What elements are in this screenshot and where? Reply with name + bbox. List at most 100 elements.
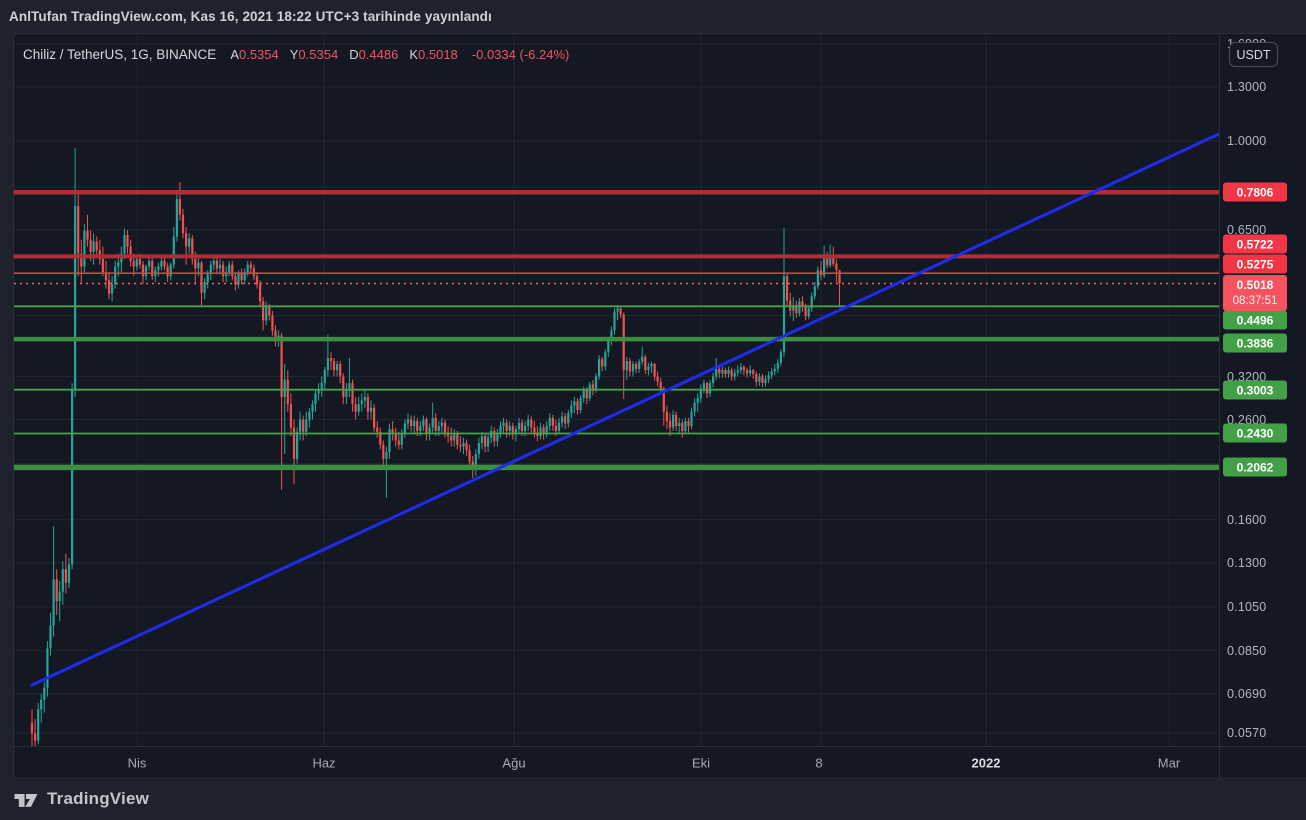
candle bbox=[101, 246, 104, 277]
candle bbox=[477, 437, 480, 459]
candle bbox=[265, 301, 268, 326]
candle bbox=[123, 228, 126, 259]
candle bbox=[681, 419, 684, 438]
candle bbox=[299, 411, 302, 441]
candle bbox=[530, 416, 533, 433]
legend-ohlc-item: A0.5354 bbox=[230, 47, 279, 62]
candle bbox=[243, 268, 246, 285]
candle bbox=[252, 264, 255, 281]
time-axis-label: Ağu bbox=[502, 755, 526, 770]
candle bbox=[588, 381, 591, 402]
candle bbox=[83, 223, 86, 273]
price-tick: 0.1050 bbox=[1227, 599, 1267, 614]
candle bbox=[786, 273, 789, 307]
candle bbox=[668, 413, 672, 436]
time-axis[interactable]: Nis Haz Ağu Eki 8 2022 Mar bbox=[14, 746, 1306, 778]
candle bbox=[702, 379, 705, 394]
candle bbox=[172, 226, 175, 269]
candle bbox=[672, 410, 675, 431]
candle bbox=[733, 368, 736, 381]
price-level-label: 0.4496 bbox=[1223, 310, 1287, 330]
candle bbox=[373, 404, 376, 432]
candle bbox=[755, 371, 758, 387]
candle bbox=[647, 362, 650, 376]
candle bbox=[308, 407, 311, 428]
candle bbox=[610, 326, 613, 346]
candle bbox=[49, 612, 52, 656]
candle bbox=[474, 449, 477, 476]
candle bbox=[317, 383, 320, 401]
candle bbox=[628, 358, 631, 377]
candle bbox=[400, 429, 403, 450]
legend-ohlc-item: K0.5018 bbox=[409, 47, 458, 62]
candle bbox=[533, 421, 536, 438]
candle bbox=[379, 427, 382, 450]
candle bbox=[462, 437, 465, 454]
candle bbox=[678, 417, 681, 433]
candle bbox=[191, 234, 194, 265]
candle bbox=[758, 373, 761, 386]
time-axis-label: 2022 bbox=[971, 755, 1001, 770]
candle bbox=[712, 372, 715, 388]
candle bbox=[511, 422, 514, 440]
candle bbox=[570, 400, 573, 418]
candle bbox=[320, 376, 323, 397]
candle bbox=[453, 429, 456, 447]
candle bbox=[323, 367, 326, 390]
candle bbox=[761, 374, 764, 388]
candle bbox=[332, 358, 336, 377]
candle bbox=[77, 192, 80, 277]
candle bbox=[215, 257, 218, 275]
candle bbox=[422, 415, 425, 431]
candle bbox=[468, 444, 471, 469]
candle bbox=[240, 268, 243, 285]
time-axis-label: Haz bbox=[312, 755, 336, 770]
candle bbox=[144, 264, 148, 281]
candle bbox=[650, 361, 653, 373]
candle bbox=[98, 239, 101, 265]
candle bbox=[52, 526, 55, 637]
candle bbox=[181, 208, 185, 239]
candle bbox=[348, 358, 351, 397]
candle bbox=[283, 364, 286, 454]
price-level-label: 0.5722 bbox=[1223, 234, 1287, 254]
candle bbox=[376, 421, 379, 438]
candle bbox=[30, 709, 34, 746]
currency-unit-button[interactable]: USDT bbox=[1229, 42, 1278, 67]
candle bbox=[64, 553, 67, 594]
candle bbox=[548, 413, 551, 431]
tradingview-logo-link[interactable]: TradingView bbox=[0, 789, 149, 809]
candle bbox=[255, 272, 259, 289]
candle bbox=[178, 182, 181, 221]
candle bbox=[480, 431, 484, 450]
candle bbox=[545, 421, 548, 438]
price-axis[interactable]: 0.0570 0.0690 0.0850 0.1050 0.1300 0.1600 0.26… bbox=[1219, 34, 1306, 778]
candle bbox=[360, 393, 363, 412]
candle bbox=[557, 417, 561, 435]
candle bbox=[675, 411, 678, 431]
tradingview-logo-text: TradingView bbox=[47, 788, 150, 808]
candlestick-series bbox=[30, 147, 841, 746]
candle bbox=[739, 362, 742, 374]
candle bbox=[604, 349, 607, 371]
published-banner: AnlTufan TradingView.com, Kas 16, 2021 1… bbox=[0, 0, 1306, 33]
footer-bar: TradingView bbox=[0, 777, 1306, 820]
trendline[interactable] bbox=[30, 132, 1219, 687]
candle bbox=[579, 395, 582, 414]
candle bbox=[752, 368, 755, 380]
candle bbox=[810, 292, 813, 312]
symbol-title[interactable]: Chiliz / TetherUS, 1G, BINANCE bbox=[23, 47, 217, 62]
candle bbox=[305, 411, 308, 436]
levels-layer bbox=[14, 189, 1219, 471]
candle bbox=[644, 354, 647, 374]
candle bbox=[289, 393, 292, 436]
candle bbox=[798, 298, 801, 317]
candle bbox=[209, 260, 212, 281]
candle bbox=[724, 367, 727, 378]
candle bbox=[459, 436, 462, 453]
chart-pane[interactable] bbox=[14, 34, 1219, 746]
candle bbox=[286, 370, 289, 412]
price-level-label: 0.2430 bbox=[1223, 423, 1287, 443]
candle bbox=[779, 349, 782, 367]
candle bbox=[369, 400, 373, 420]
